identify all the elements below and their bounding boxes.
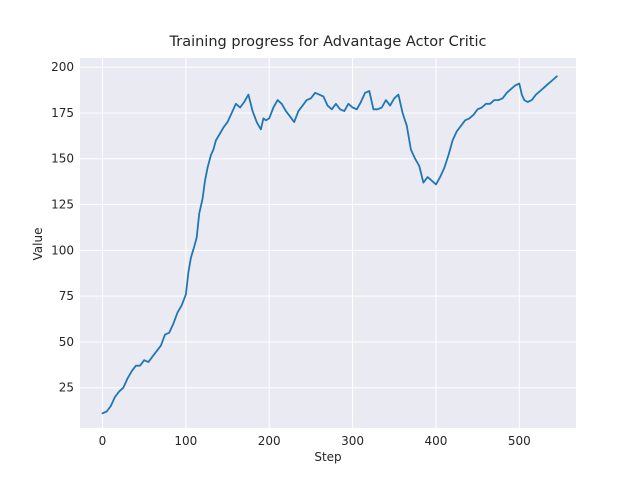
y-tick-label: 175 bbox=[51, 106, 74, 120]
tick-labels: 0 100 200 300 400 500 25 50 75 100 125 150 175 200 bbox=[51, 60, 531, 448]
y-tick-label: 50 bbox=[59, 335, 74, 349]
x-tick-label: 300 bbox=[341, 434, 364, 448]
y-tick-label: 150 bbox=[51, 152, 74, 166]
y-tick-label: 75 bbox=[59, 289, 74, 303]
x-tick-label: 100 bbox=[174, 434, 197, 448]
y-tick-label: 25 bbox=[59, 381, 74, 395]
y-tick-label: 100 bbox=[51, 243, 74, 257]
grid bbox=[80, 58, 576, 428]
plot-background bbox=[80, 58, 576, 428]
y-axis-label: Value bbox=[31, 227, 45, 261]
y-tick-label: 200 bbox=[51, 60, 74, 74]
y-tick-label: 125 bbox=[51, 198, 74, 212]
x-axis-label: Step bbox=[314, 450, 342, 464]
x-tick-label: 400 bbox=[424, 434, 447, 448]
x-tick-label: 200 bbox=[258, 434, 281, 448]
x-tick-label: 500 bbox=[508, 434, 531, 448]
x-tick-label: 0 bbox=[99, 434, 107, 448]
series-line bbox=[101, 75, 558, 415]
chart-title: Training progress for Advantage Actor Cr… bbox=[169, 34, 487, 50]
